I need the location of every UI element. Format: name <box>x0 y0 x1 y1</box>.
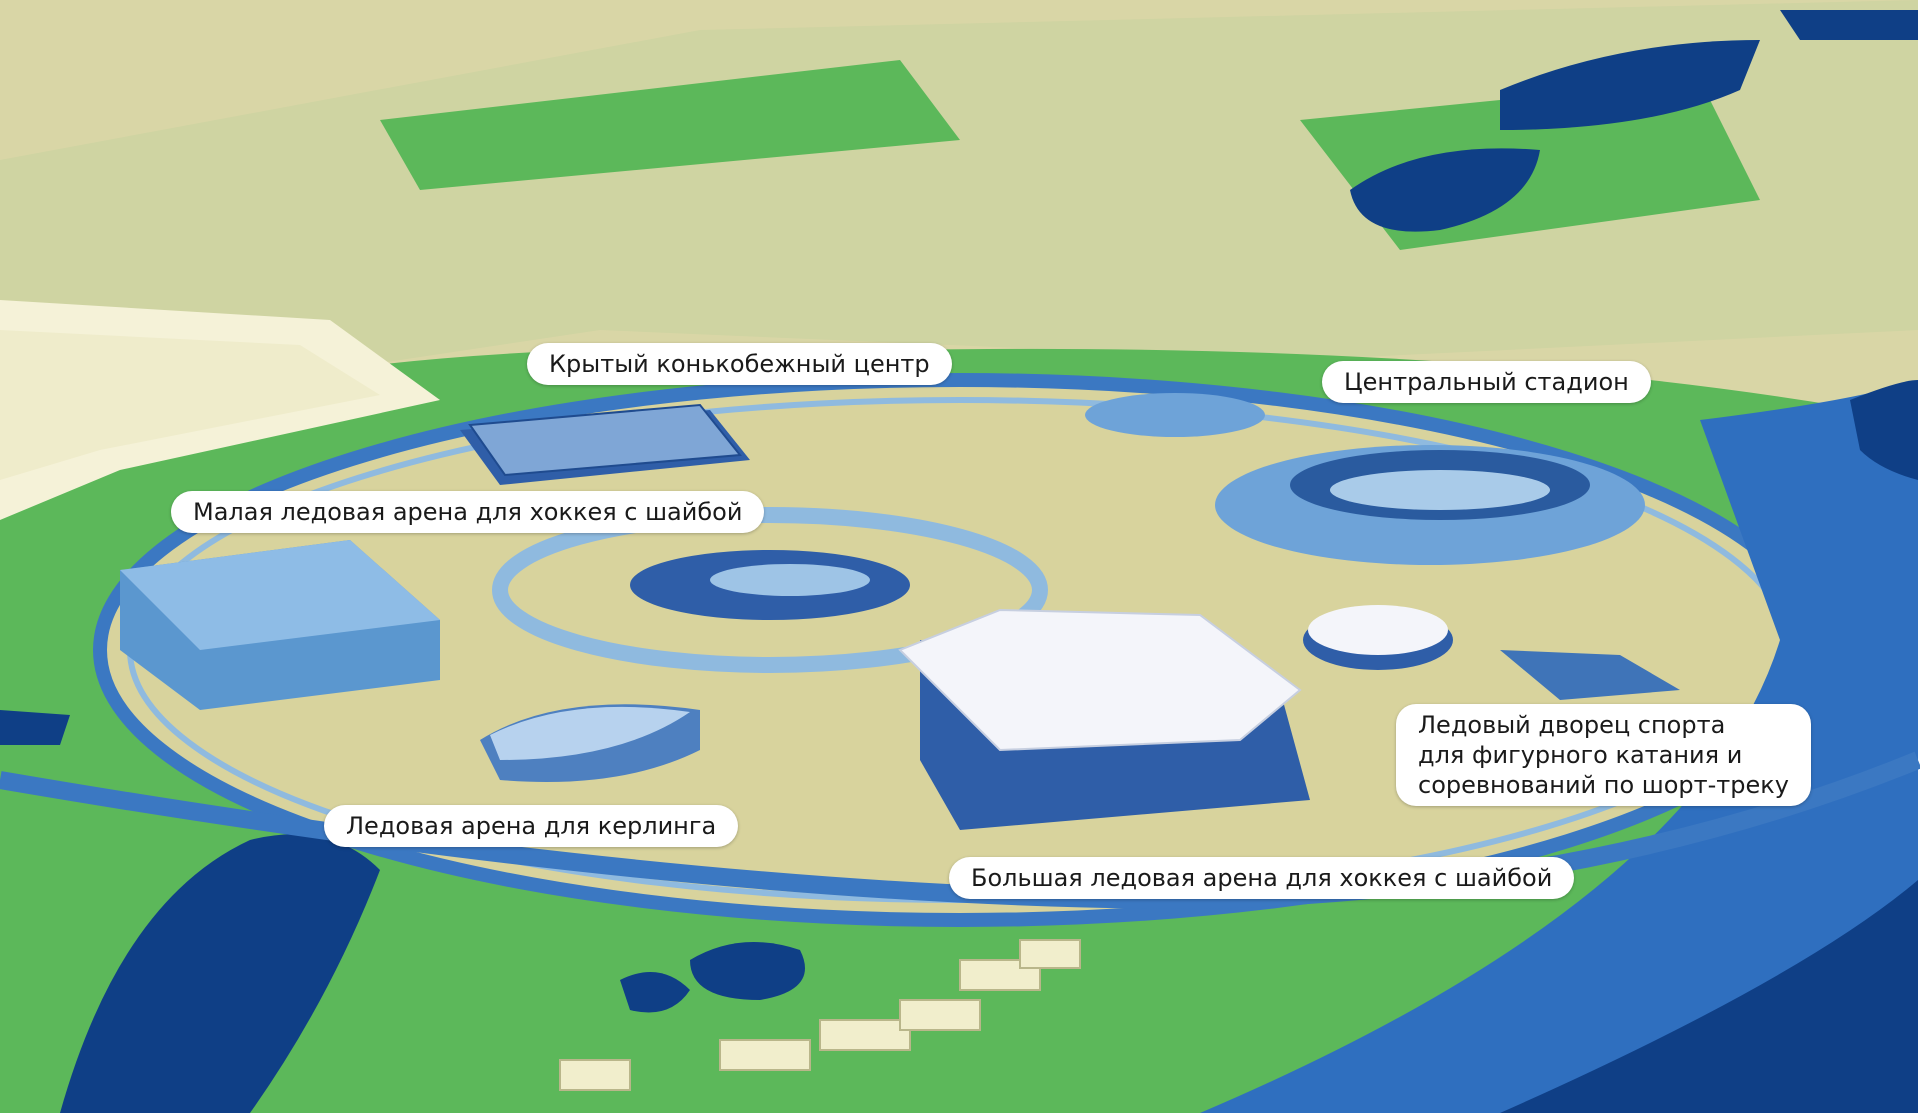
label: Центральный стадион <box>1322 361 1651 403</box>
label: Ледовая арена для керлинга <box>324 805 739 847</box>
label: Крытый конькобежный центр <box>527 343 952 385</box>
label: Ледовый дворец спорта для фигурного ката… <box>1396 704 1811 806</box>
label-line: для фигурного катания и <box>1418 741 1743 769</box>
label-line: Ледовый дворец спорта <box>1418 711 1726 739</box>
label: Большая ледовая арена для хоккея с шайбо… <box>949 857 1575 899</box>
label: Малая ледовая арена для хоккея с шайбой <box>171 491 765 533</box>
label-line: соревнований по шорт-треку <box>1418 771 1789 799</box>
